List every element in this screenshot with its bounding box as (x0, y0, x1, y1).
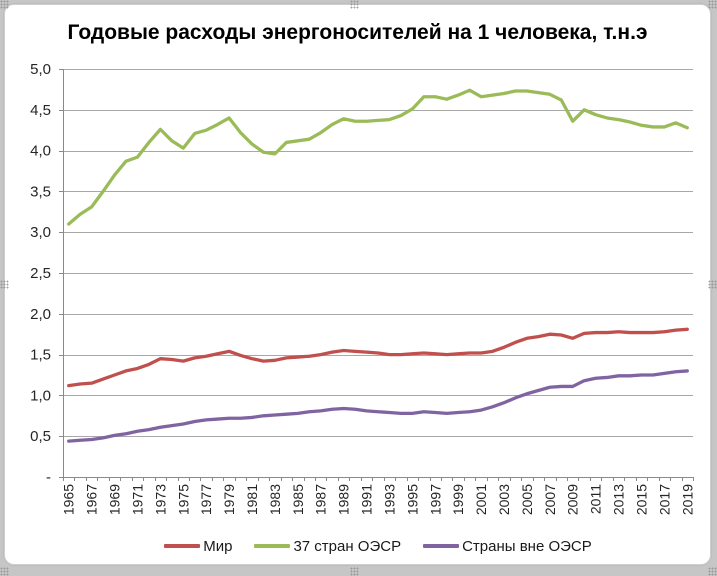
y-tick-label: 4,5 (30, 102, 51, 119)
selection-handle-bottom-right[interactable] (708, 567, 717, 576)
y-tick-label: 1,0 (30, 387, 51, 404)
legend-swatch-oecd (254, 544, 291, 548)
x-tick-label: 1993 (381, 484, 397, 515)
legend-item-non-oecd[interactable]: Страны вне ОЭСР (423, 539, 592, 554)
legend-swatch-world (164, 544, 201, 548)
x-tick-label: 2003 (496, 484, 512, 515)
legend-label-oecd: 37 стран ОЭСР (293, 537, 402, 555)
x-tick-label: 1987 (313, 484, 329, 515)
selection-handle-top-left[interactable] (0, 0, 9, 9)
selection-handle-bottom-left[interactable] (0, 567, 9, 576)
x-tick-label: 1965 (61, 484, 77, 515)
legend-label-non-oecd: Страны вне ОЭСР (462, 537, 592, 555)
x-tick-label: 1995 (404, 484, 420, 515)
x-tick-label: 1979 (221, 484, 237, 515)
chart-legend: Мир 37 стран ОЭСР Страны вне ОЭСР (63, 536, 693, 556)
selection-handle-top[interactable] (350, 0, 359, 9)
series-line-0[interactable] (67, 327, 689, 388)
legend-item-oecd[interactable]: 37 стран ОЭСР (254, 539, 401, 554)
x-tick-label: 1997 (427, 484, 443, 515)
selection-handle-left[interactable] (0, 280, 9, 289)
y-tick-label: 5,0 (30, 61, 51, 78)
x-tick-label: 2001 (473, 484, 489, 515)
legend-label-world: Мир (203, 537, 233, 555)
x-tick-label: 2007 (542, 484, 558, 515)
y-tick-label: 1,5 (30, 347, 51, 364)
x-tick-label: 1999 (450, 484, 466, 515)
plot-area: 5,0 4,5 4,0 3,5 3,0 2,5 2,0 1,5 1,0 0,5 -1965 1967 1… (30, 61, 695, 515)
x-tick-label: 2005 (519, 484, 535, 515)
x-tick-label: 2015 (633, 484, 649, 515)
y-tick-label: 3,5 (30, 183, 51, 200)
y-tick-label: 4,0 (30, 143, 51, 160)
y-tick-label: 0,5 (30, 428, 51, 445)
x-tick-label: 1977 (198, 484, 214, 515)
selection-handle-top-right[interactable] (708, 0, 717, 9)
x-tick-label: 1989 (336, 484, 352, 515)
series-line-1[interactable] (67, 88, 689, 226)
chart-object[interactable]: Годовые расходы энергоносителей на 1 чел… (4, 4, 711, 565)
selection-handle-bottom[interactable] (350, 567, 359, 576)
x-tick-label: 1971 (129, 484, 145, 515)
y-tick-label: 3,0 (30, 224, 51, 241)
x-tick-label: 1983 (267, 484, 283, 515)
selection-handle-right[interactable] (708, 280, 717, 289)
legend-swatch-non-oecd (423, 544, 460, 548)
x-tick-label: 2017 (656, 484, 672, 515)
x-tick-label: 1973 (152, 484, 168, 515)
chart-title: Годовые расходы энергоносителей на 1 чел… (67, 21, 648, 44)
x-tick-label: 2009 (565, 484, 581, 515)
x-tick-label: 1985 (290, 484, 306, 515)
legend-item-world[interactable]: Мир (164, 539, 232, 554)
y-tick-label: 2,5 (30, 265, 51, 282)
x-tick-label: 2011 (588, 484, 604, 514)
x-tick-label: 1975 (175, 484, 191, 515)
x-tick-label: 1969 (107, 484, 123, 515)
series-line-2[interactable] (67, 369, 689, 443)
y-tick-label: 2,0 (30, 306, 51, 323)
x-tick-label: 2013 (611, 484, 627, 515)
y-tick-label: - (46, 469, 51, 486)
x-tick-label: 1967 (84, 484, 100, 515)
x-tick-label: 1991 (359, 484, 375, 515)
x-tick-label: 2019 (679, 484, 695, 515)
x-tick-label: 1981 (244, 484, 260, 515)
